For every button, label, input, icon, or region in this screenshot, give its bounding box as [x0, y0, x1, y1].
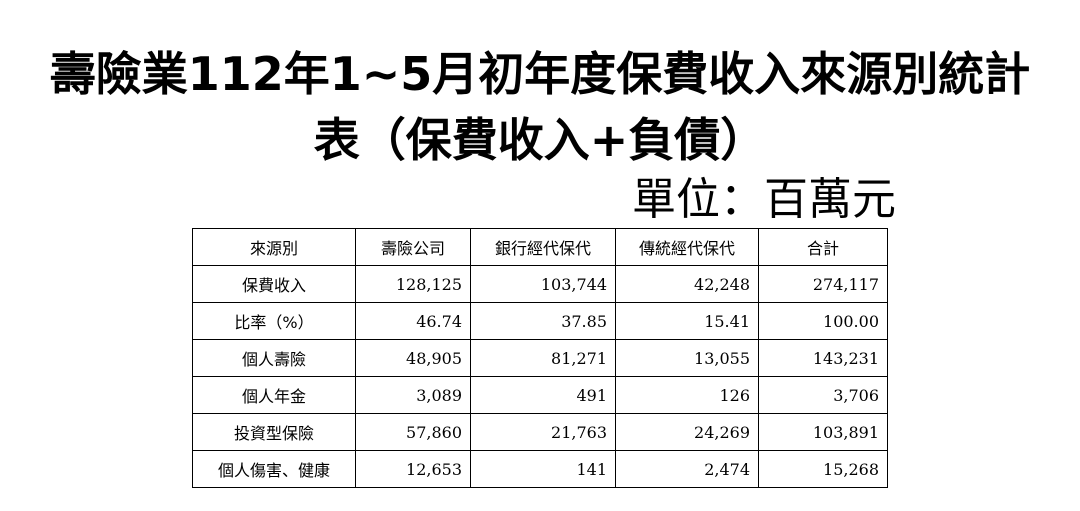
table-row: 保費收入 128,125 103,744 42,248 274,117 [192, 265, 888, 303]
table-cell: 15.41 [615, 302, 759, 340]
row-label: 個人傷害、健康 [192, 450, 356, 488]
table-row: 投資型保險 57,860 21,763 24,269 103,891 [192, 413, 888, 451]
table-cell: 13,055 [615, 339, 759, 377]
column-header: 合計 [758, 228, 888, 266]
table-cell: 3,089 [355, 376, 471, 414]
table-row: 比率（%） 46.74 37.85 15.41 100.00 [192, 302, 888, 340]
column-header: 傳統經代保代 [615, 228, 759, 266]
table-cell: 274,117 [758, 265, 888, 303]
table-cell: 491 [470, 376, 616, 414]
table-cell: 46.74 [355, 302, 471, 340]
table-cell: 37.85 [470, 302, 616, 340]
table-cell: 2,474 [615, 450, 759, 488]
row-label: 個人壽險 [192, 339, 356, 377]
unit-label: 單位：百萬元 [632, 174, 896, 225]
table-header-row: 來源別 壽險公司 銀行經代保代 傳統經代保代 合計 [192, 228, 888, 266]
table-cell: 21,763 [470, 413, 616, 451]
table-cell: 57,860 [355, 413, 471, 451]
row-label: 投資型保險 [192, 413, 356, 451]
table-cell: 143,231 [758, 339, 888, 377]
title-line-2: 表（保費收入+負債） [313, 113, 767, 167]
row-label: 比率（%） [192, 302, 356, 340]
column-header: 來源別 [192, 228, 356, 266]
table-cell: 42,248 [615, 265, 759, 303]
table-cell: 48,905 [355, 339, 471, 377]
table-cell: 128,125 [355, 265, 471, 303]
table-cell: 103,891 [758, 413, 888, 451]
title-line-1: 壽險業112年1~5月初年度保費收入來源別統計 [49, 47, 1031, 101]
table-row: 個人傷害、健康 12,653 141 2,474 15,268 [192, 450, 888, 488]
table-cell: 12,653 [355, 450, 471, 488]
premium-source-table: 來源別 壽險公司 銀行經代保代 傳統經代保代 合計 保費收入 128,125 103,744… [192, 228, 888, 488]
table-cell: 100.00 [758, 302, 888, 340]
table-cell: 126 [615, 376, 759, 414]
table-cell: 15,268 [758, 450, 888, 488]
table-cell: 3,706 [758, 376, 888, 414]
row-label: 保費收入 [192, 265, 356, 303]
column-header: 壽險公司 [355, 228, 471, 266]
table-cell: 103,744 [470, 265, 616, 303]
table-cell: 141 [470, 450, 616, 488]
table-row: 個人年金 3,089 491 126 3,706 [192, 376, 888, 414]
table-cell: 81,271 [470, 339, 616, 377]
row-label: 個人年金 [192, 376, 356, 414]
table-cell: 24,269 [615, 413, 759, 451]
table-row: 個人壽險 48,905 81,271 13,055 143,231 [192, 339, 888, 377]
column-header: 銀行經代保代 [470, 228, 616, 266]
